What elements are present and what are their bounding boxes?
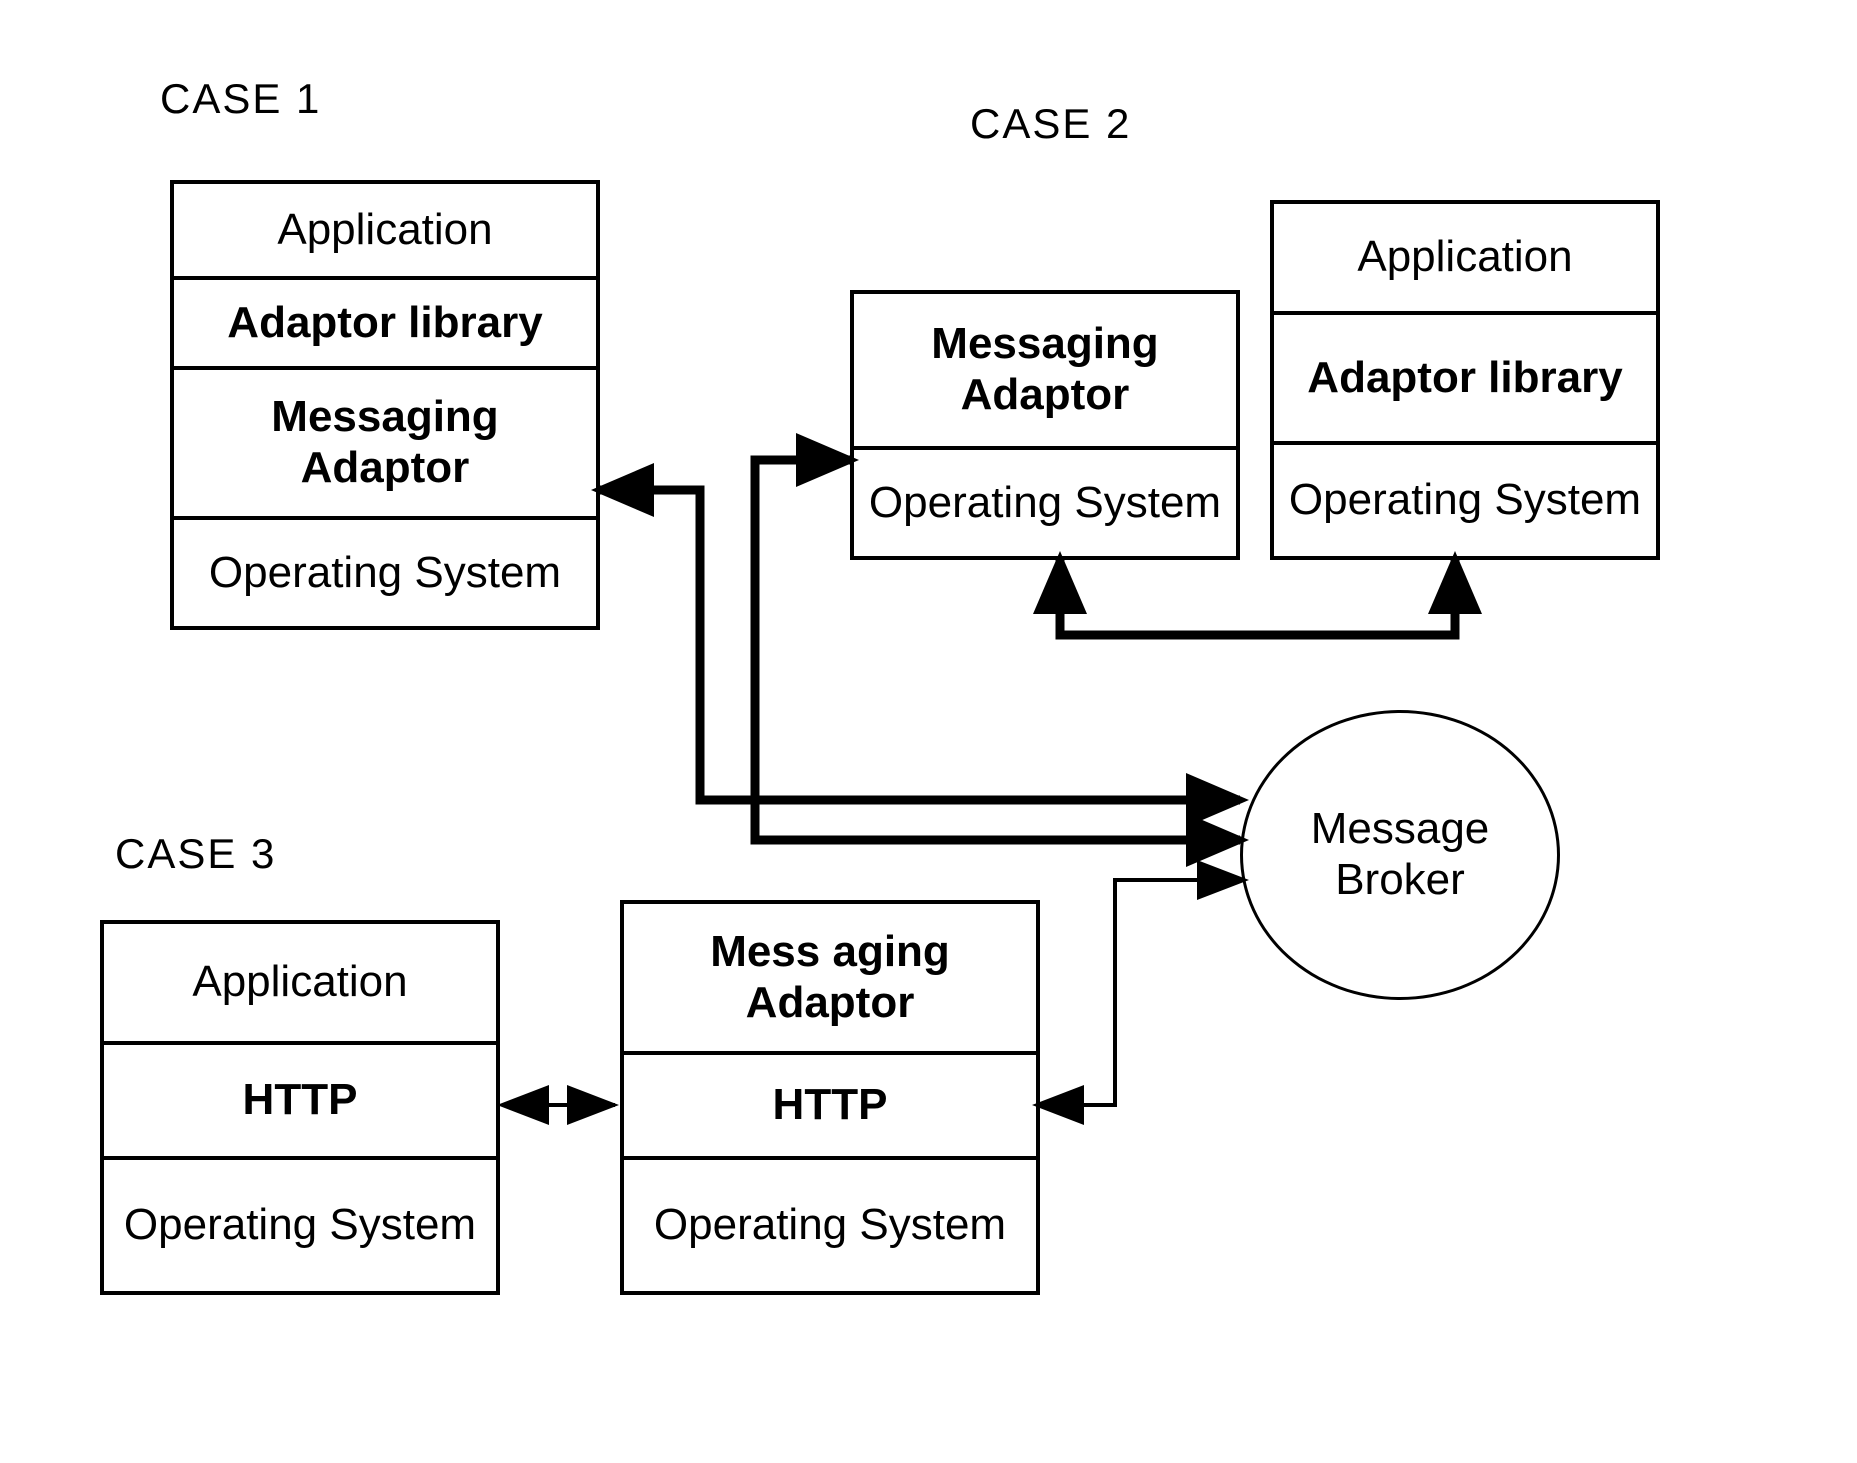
case3-right-http: HTTP bbox=[620, 1055, 1040, 1160]
case3-right-messaging-adaptor: Mess aging Adaptor bbox=[620, 900, 1040, 1055]
case2-left-operating-system: Operating System bbox=[850, 450, 1240, 560]
case1-messaging-adaptor: Messaging Adaptor bbox=[170, 370, 600, 520]
case2-left-messaging-adaptor: Messaging Adaptor bbox=[850, 290, 1240, 450]
case1-stack: Application Adaptor library Messaging Ad… bbox=[170, 180, 600, 630]
case3-left-stack: Application HTTP Operating System bbox=[100, 920, 500, 1295]
case3-left-application: Application bbox=[100, 920, 500, 1045]
case3-right-stack: Mess aging Adaptor HTTP Operating System bbox=[620, 900, 1040, 1295]
case3-left-operating-system: Operating System bbox=[100, 1160, 500, 1295]
case2-label: CASE 2 bbox=[970, 100, 1131, 148]
case2-right-adaptor-library: Adaptor library bbox=[1270, 315, 1660, 445]
case2-right-application: Application bbox=[1270, 200, 1660, 315]
case3-left-http: HTTP bbox=[100, 1045, 500, 1160]
case1-operating-system: Operating System bbox=[170, 520, 600, 630]
case3-label: CASE 3 bbox=[115, 830, 276, 878]
case3-right-operating-system: Operating System bbox=[620, 1160, 1040, 1295]
message-broker: Message Broker bbox=[1240, 710, 1560, 1000]
case2-left-stack: Messaging Adaptor Operating System bbox=[850, 290, 1240, 560]
case2-right-stack: Application Adaptor library Operating Sy… bbox=[1270, 200, 1660, 560]
case1-label: CASE 1 bbox=[160, 75, 321, 123]
case1-adaptor-library: Adaptor library bbox=[170, 280, 600, 370]
case1-application: Application bbox=[170, 180, 600, 280]
case2-right-operating-system: Operating System bbox=[1270, 445, 1660, 560]
arrow-case2-left-right bbox=[1060, 560, 1455, 635]
arrow-case3right-to-broker bbox=[1040, 880, 1245, 1105]
